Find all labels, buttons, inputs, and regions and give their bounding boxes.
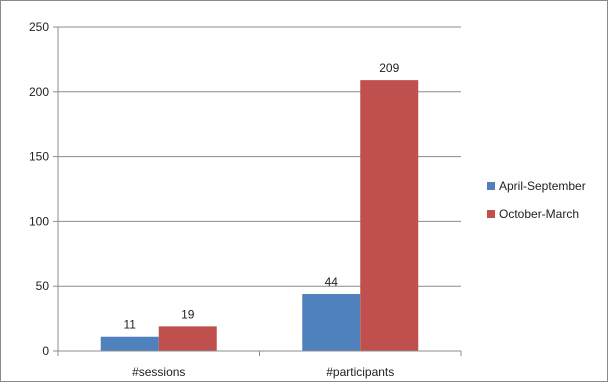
data-label: 11 [124, 318, 137, 332]
x-category-label: #participants [326, 365, 394, 379]
y-tick-label: 50 [36, 279, 50, 293]
bar-april-september [302, 293, 361, 351]
legend-swatch [487, 182, 495, 190]
legend-swatch [487, 210, 495, 218]
y-tick-label: 250 [29, 20, 49, 34]
data-label: 19 [181, 307, 195, 321]
legend-label: October-March [499, 207, 579, 221]
y-tick-label: 200 [29, 85, 49, 99]
data-label: 209 [379, 61, 399, 75]
data-label: 44 [325, 275, 339, 289]
bar-october-march [360, 80, 419, 352]
bars [100, 80, 419, 352]
y-tick-label: 0 [42, 344, 49, 358]
y-tick-label: 100 [29, 214, 49, 228]
bar-october-march [158, 326, 217, 351]
data-labels: 11 19 44 209 [124, 61, 400, 332]
x-category-label: #sessions [132, 365, 185, 379]
legend: April-September October-March [487, 179, 586, 221]
y-tick-label: 150 [29, 150, 49, 164]
legend-label: April-September [499, 179, 586, 193]
axes: 0 50 100 150 200 250 #sessions #participants [29, 20, 462, 379]
bar-april-september [100, 336, 159, 351]
